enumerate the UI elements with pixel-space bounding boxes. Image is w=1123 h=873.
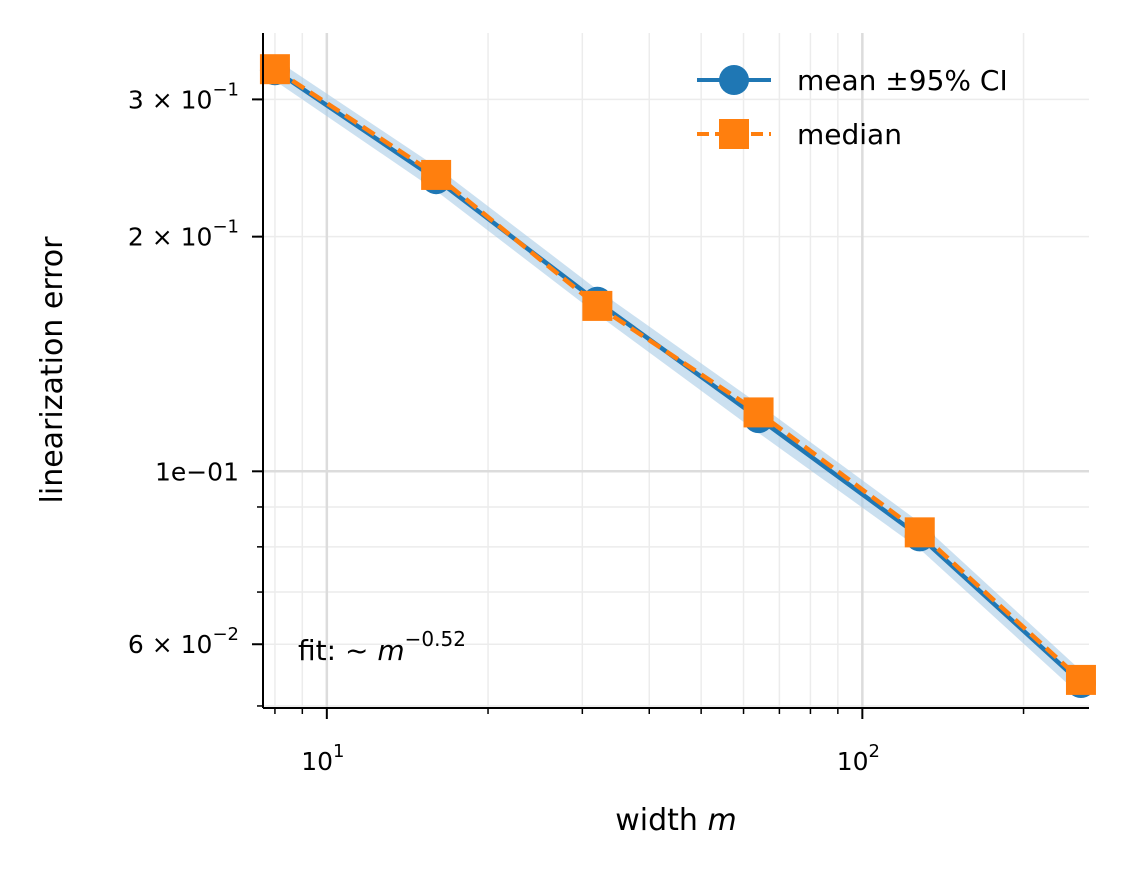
y-tick-label: 3 × 10−1: [128, 79, 239, 114]
legend-mean-marker: [719, 65, 749, 95]
legend-median-label: median: [797, 118, 902, 151]
legend: mean ±95% CI median: [697, 64, 1008, 151]
legend-mean-label: mean ±95% CI: [797, 64, 1008, 97]
confidence-band: [274, 59, 1081, 696]
legend-median-marker: [719, 119, 749, 149]
median-point: [421, 159, 452, 190]
y-tick-label: 1e−01: [155, 457, 239, 486]
median-point: [743, 397, 774, 428]
ci-band-polygon: [274, 59, 1081, 696]
y-ticks: 3 × 10−1 2 × 10−1 1e−01 6 × 10−2: [128, 79, 263, 707]
median-line: [273, 67, 1083, 682]
median-point: [259, 54, 290, 85]
median-point: [904, 517, 935, 548]
mean-line: [273, 68, 1083, 685]
y-tick-label: 6 × 10−2: [128, 624, 239, 659]
x-tick-label: 102: [837, 741, 880, 776]
axes: [262, 33, 1089, 709]
series-layer: [259, 54, 1096, 699]
y-tick-label: 2 × 10−1: [128, 217, 239, 252]
x-tick-label: 101: [301, 741, 344, 776]
median-point: [1065, 664, 1096, 695]
x-axis-label: width m: [615, 803, 736, 838]
median-point: [582, 290, 613, 321]
grid: [263, 33, 1089, 708]
fit-annotation: fit: ~ m−0.52: [298, 627, 466, 667]
y-axis-label: linearization error: [35, 236, 70, 504]
x-ticks: 101 102: [274, 708, 1025, 776]
